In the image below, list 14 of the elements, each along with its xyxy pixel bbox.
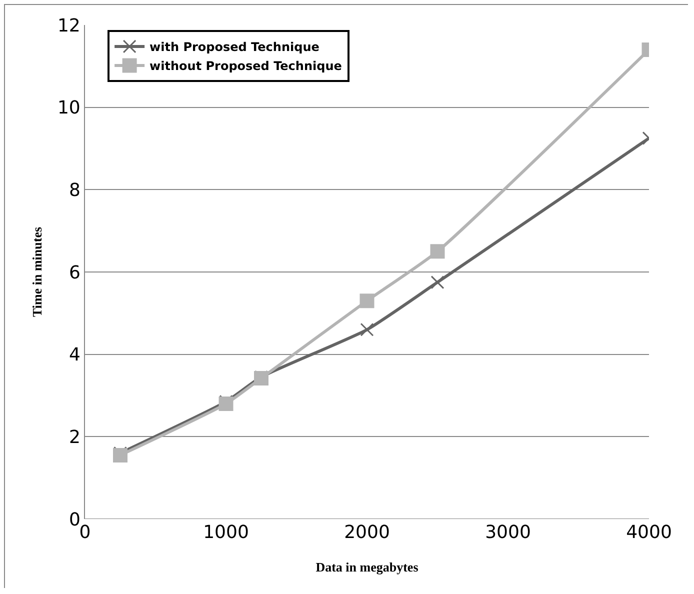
x-tick-label: 2000	[344, 522, 390, 543]
y-tick-label: 4	[68, 344, 80, 366]
x-axis-title: Data in megabytes	[316, 560, 418, 575]
y-tick-label: 12	[57, 15, 80, 36]
y-tick-label: 8	[68, 180, 80, 201]
x-tick-label: 3000	[485, 522, 531, 543]
x-tick-label: 4000	[626, 522, 672, 543]
y-tick-label: 6	[68, 262, 80, 284]
legend-label: with Proposed Technique	[150, 40, 320, 54]
legend-label: without Proposed Technique	[150, 59, 342, 74]
y-tick-label: 10	[57, 98, 80, 119]
y-axis-title: Time in minutes	[29, 226, 44, 318]
y-tick-label: 2	[68, 426, 80, 448]
x-tick-label: 1000	[203, 522, 249, 543]
